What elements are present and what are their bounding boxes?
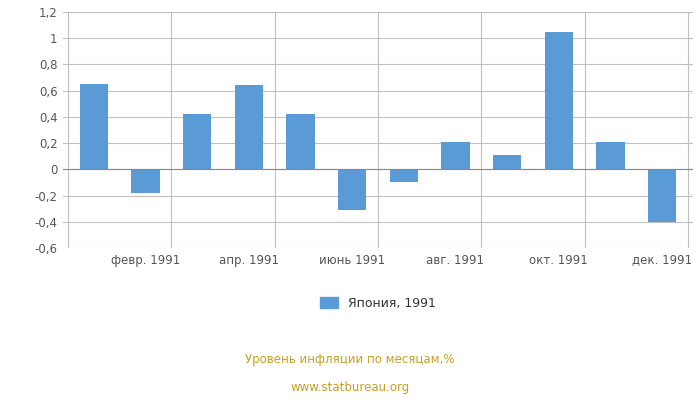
Bar: [648, 169, 676, 222]
Bar: [80, 84, 108, 169]
Legend: Япония, 1991: Япония, 1991: [321, 297, 435, 310]
Bar: [390, 169, 418, 182]
Bar: [286, 114, 315, 169]
Bar: [234, 86, 263, 169]
Bar: [545, 32, 573, 169]
Bar: [338, 169, 366, 210]
Text: Уровень инфляции по месяцам,%: Уровень инфляции по месяцам,%: [245, 354, 455, 366]
Bar: [132, 169, 160, 193]
Bar: [493, 155, 522, 169]
Bar: [441, 142, 470, 169]
Bar: [596, 142, 624, 169]
Bar: [183, 114, 211, 169]
Text: www.statbureau.org: www.statbureau.org: [290, 382, 410, 394]
